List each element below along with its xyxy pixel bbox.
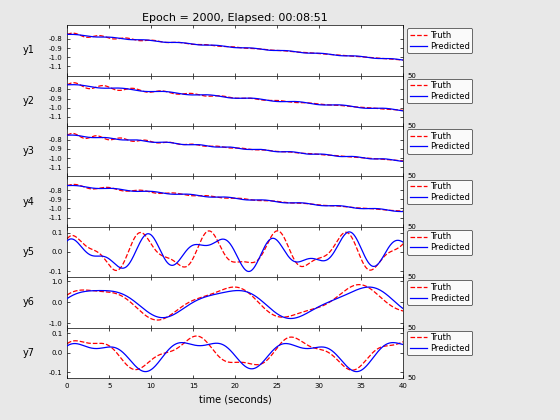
Legend: Truth, Predicted: Truth, Predicted [407,129,472,154]
Text: 50: 50 [407,375,416,381]
Title: Epoch = 2000, Elapsed: 00:08:51: Epoch = 2000, Elapsed: 00:08:51 [142,13,328,23]
Y-axis label: y6: y6 [23,297,35,307]
Legend: Truth, Predicted: Truth, Predicted [407,331,472,355]
Y-axis label: y7: y7 [23,348,35,358]
Legend: Truth, Predicted: Truth, Predicted [407,29,472,53]
Text: 50: 50 [407,274,416,280]
Legend: Truth, Predicted: Truth, Predicted [407,180,472,204]
Y-axis label: y4: y4 [23,197,35,207]
Y-axis label: y1: y1 [23,45,35,55]
Y-axis label: y5: y5 [23,247,35,257]
Text: 50: 50 [407,325,416,331]
Text: 50: 50 [407,224,416,230]
Legend: Truth, Predicted: Truth, Predicted [407,230,472,255]
Y-axis label: y2: y2 [23,96,35,106]
Text: 50: 50 [407,173,416,179]
X-axis label: time (seconds): time (seconds) [199,394,272,404]
Legend: Truth, Predicted: Truth, Predicted [407,281,472,305]
Legend: Truth, Predicted: Truth, Predicted [407,79,472,103]
Y-axis label: y3: y3 [23,146,35,156]
Text: 50: 50 [407,123,416,129]
Text: 50: 50 [407,73,416,79]
